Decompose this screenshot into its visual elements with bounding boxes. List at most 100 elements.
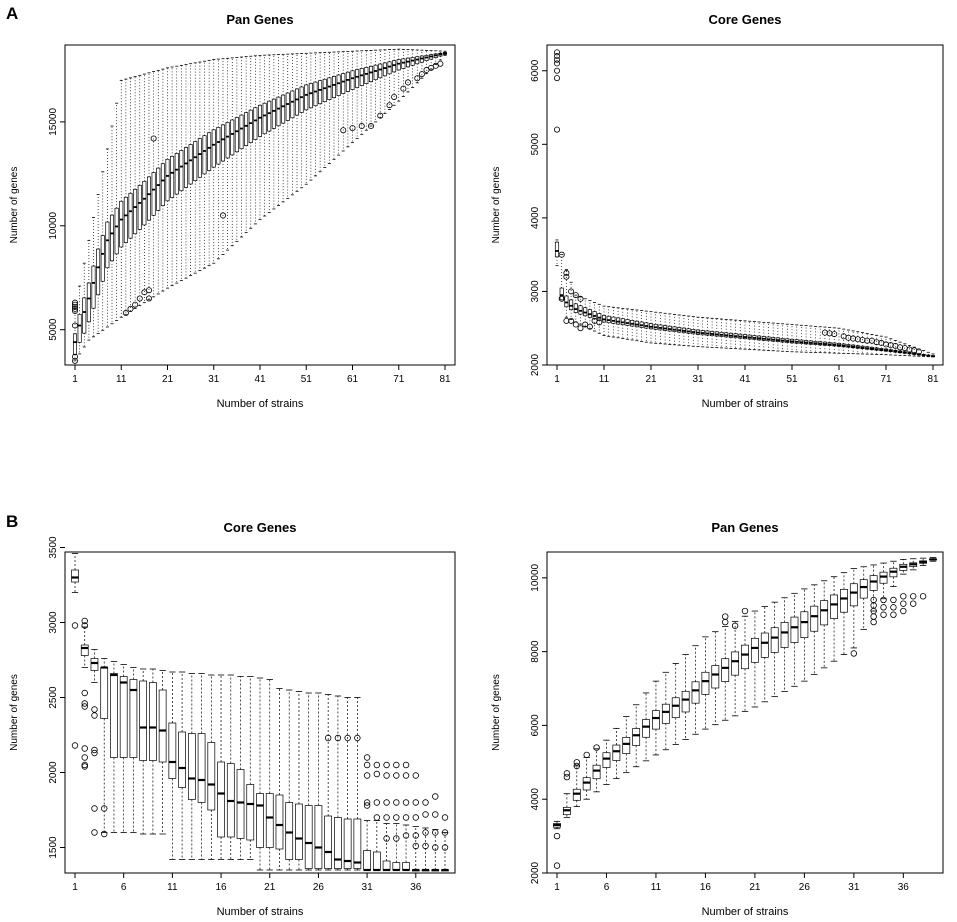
x-tick-label: 1: [554, 374, 560, 385]
box-body: [265, 793, 274, 848]
box-1: [553, 820, 561, 830]
box-10: [597, 303, 602, 334]
outlier-point: [432, 793, 439, 800]
outlier-point: [383, 799, 390, 806]
box-41: [257, 54, 263, 220]
chart-a-pan-genes: Pan Genes Number of strains Number of gene…: [9, 12, 456, 410]
box-body: [392, 60, 397, 73]
box-body: [750, 637, 759, 663]
outlier-point: [132, 301, 139, 308]
outlier-point: [81, 700, 88, 707]
outlier-point: [554, 53, 561, 60]
box-6: [119, 664, 128, 833]
box-20: [160, 68, 165, 292]
box-38: [728, 319, 733, 349]
box-body: [322, 78, 327, 103]
box-body: [770, 627, 779, 653]
box-20: [256, 677, 264, 871]
box-22: [653, 311, 658, 344]
box-19: [639, 310, 644, 342]
box-11: [601, 305, 607, 336]
box-body: [382, 860, 391, 871]
box-39: [733, 319, 738, 350]
outlier-point: [432, 844, 439, 851]
outlier-point: [344, 734, 351, 742]
box-body: [142, 180, 147, 226]
box-54: [804, 325, 809, 353]
box-body: [197, 138, 202, 178]
box-17: [226, 674, 235, 860]
box-41: [742, 320, 748, 350]
box-body: [304, 84, 309, 111]
outlier-point: [850, 650, 858, 657]
box-4: [569, 281, 574, 320]
y-tick-label: 3000: [530, 280, 541, 303]
box-52: [308, 52, 313, 181]
box-4: [86, 239, 91, 341]
box-body: [396, 59, 401, 71]
box-18: [151, 71, 156, 298]
box-body: [236, 769, 245, 839]
box-6: [578, 296, 583, 325]
outlier-point: [402, 814, 410, 821]
box-8: [622, 716, 631, 774]
box-56: [813, 325, 818, 353]
box-body: [72, 333, 78, 355]
y-tick-label: 15000: [48, 108, 59, 136]
outlier-point: [72, 303, 79, 310]
outlier-point: [554, 56, 561, 63]
box-body: [239, 114, 244, 150]
outlier-point: [741, 607, 749, 615]
x-tick-label: 11: [651, 882, 662, 893]
box-54: [318, 52, 323, 173]
x-tick-label: 11: [599, 374, 610, 385]
box-4: [100, 658, 109, 833]
box-body: [378, 63, 383, 79]
outlier-point: [393, 772, 400, 779]
outlier-point: [870, 596, 877, 604]
outlier-point: [422, 811, 429, 818]
box-62: [841, 328, 846, 354]
box-body: [392, 862, 401, 871]
box-body: [271, 98, 276, 129]
box-body: [313, 81, 318, 107]
x-tick-label: 71: [880, 374, 892, 385]
outlier-point: [568, 288, 575, 295]
x-tick-label: 21: [749, 882, 761, 893]
box-9: [632, 704, 641, 768]
box-body: [387, 61, 392, 75]
box-18: [236, 676, 245, 860]
outlier-point: [441, 829, 449, 836]
box-68: [382, 49, 387, 114]
box-11: [119, 79, 124, 318]
box-5: [91, 217, 96, 338]
box-body: [602, 752, 611, 768]
box-46: [281, 53, 286, 203]
chart-b-pan-genes: Pan Genes Number of strains Number of gene…: [491, 520, 944, 918]
box-44: [757, 321, 762, 351]
box-2: [77, 285, 82, 355]
box-15: [620, 307, 625, 339]
box-body: [359, 68, 364, 86]
box-body: [373, 64, 378, 81]
box-81: [930, 353, 936, 358]
box-24: [663, 312, 668, 345]
box-9: [109, 125, 115, 325]
box-39: [441, 832, 449, 872]
outlier-point: [91, 829, 98, 836]
box-23: [174, 65, 179, 284]
box-body: [327, 77, 332, 100]
box-81: [442, 50, 448, 56]
box-33: [869, 564, 878, 612]
box-body: [133, 188, 138, 235]
box-30: [207, 59, 212, 267]
outlier-point: [412, 772, 419, 779]
box-34: [879, 562, 888, 600]
box-body: [174, 153, 179, 195]
box-40: [253, 55, 258, 225]
panel-label-a: A: [6, 4, 19, 23]
box-body: [71, 569, 79, 583]
box-23: [658, 312, 663, 345]
box-body: [139, 680, 148, 761]
box-57: [818, 326, 823, 354]
